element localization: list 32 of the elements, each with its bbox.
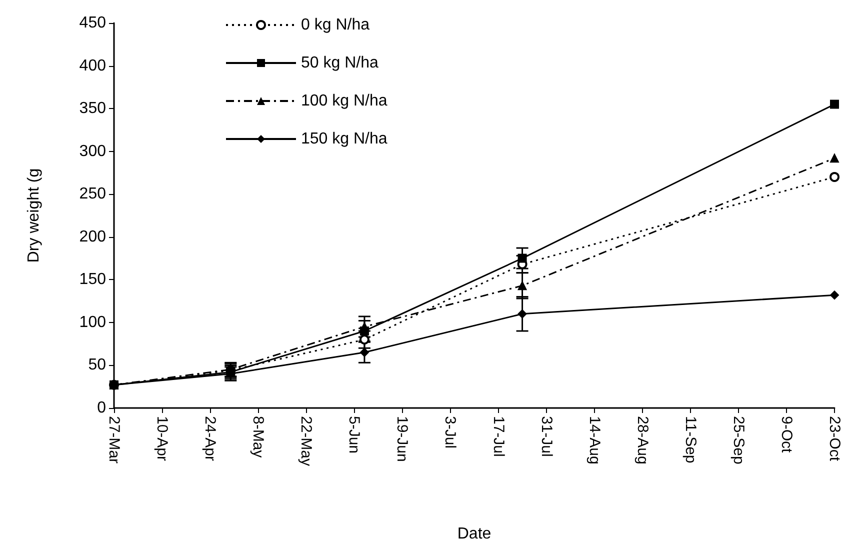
x-tick-label: 5-Jun: [346, 416, 363, 454]
x-tick-label: 23-Oct: [826, 416, 842, 462]
legend-label: 100 kg N/ha: [301, 92, 388, 110]
x-tick-label: 11-Sep: [682, 416, 699, 464]
legend-label: 0 kg N/ha: [301, 16, 370, 34]
x-tick-label: 14-Aug: [586, 416, 603, 464]
x-tick-label: 17-Jul: [490, 416, 507, 457]
x-tick-label: 19-Jun: [394, 416, 411, 462]
x-tick-label: 28-Aug: [634, 416, 651, 464]
y-tick-label: 0: [97, 400, 106, 416]
y-tick-label: 300: [79, 142, 106, 160]
x-tick-label: 27-Mar: [106, 416, 122, 464]
legend-label: 50 kg N/ha: [301, 54, 378, 72]
y-tick-label: 450: [79, 14, 106, 32]
x-axis-title: Date: [457, 526, 492, 542]
y-tick-label: 350: [79, 100, 106, 118]
y-axis-title: Dry weight (g: [26, 168, 42, 263]
x-tick-label: 10-Apr: [154, 416, 171, 462]
x-tick-label: 24-Apr: [202, 416, 219, 462]
x-tick-label: 8-May: [250, 416, 267, 458]
x-tick-label: 25-Sep: [730, 416, 747, 464]
y-tick-label: 150: [79, 271, 106, 288]
x-tick-label: 9-Oct: [778, 416, 795, 454]
y-tick-label: 250: [79, 186, 106, 203]
x-tick-label: 3-Jul: [442, 416, 459, 449]
y-tick-label: 100: [79, 314, 106, 331]
x-tick-label: 31-Jul: [538, 416, 555, 457]
y-tick-label: 200: [79, 228, 106, 246]
y-tick-label: 400: [79, 57, 106, 74]
x-tick-label: 22-May: [298, 416, 315, 467]
y-tick-label: 50: [88, 356, 106, 374]
legend-label: 150 kg N/ha: [301, 130, 388, 148]
